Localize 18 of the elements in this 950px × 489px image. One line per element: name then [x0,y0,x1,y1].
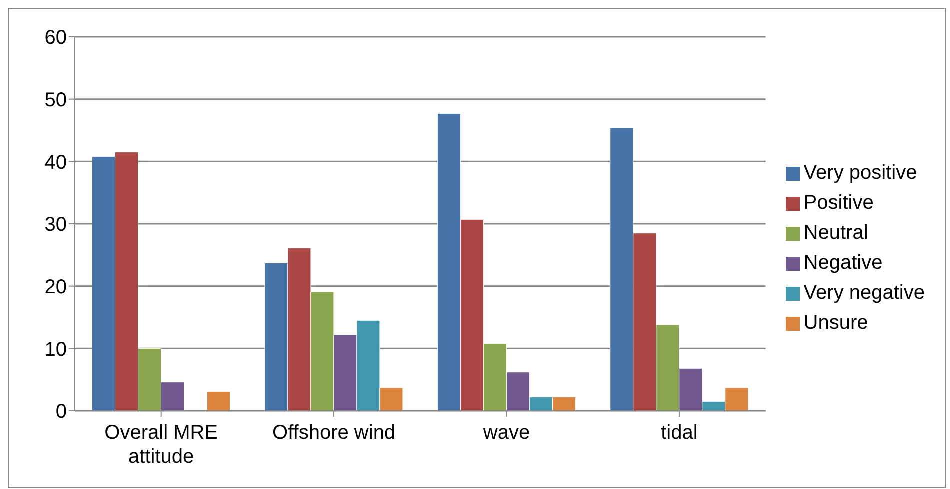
y-tick-label: 50 [44,89,67,112]
y-tick-label: 60 [44,27,67,50]
legend-label: Neutral [804,222,868,244]
legend-label: Very positive [804,162,918,184]
y-tick-label: 20 [44,276,67,298]
legend-label: Very negative [804,282,925,304]
legend-label: Unsure [804,312,868,334]
y-tick-label: 30 [44,214,67,236]
bar [207,391,231,411]
legend-label: Negative [804,252,883,274]
x-tick-label: Offshore wind [272,422,396,444]
x-tick-label: wave [482,422,530,444]
x-tick-label: tidal [661,422,698,444]
legend-label: Positive [804,192,874,214]
y-tick-label: 10 [44,338,67,361]
x-tick-label: Overall MRE attitude [104,422,218,468]
y-tick-label: 0 [56,401,67,424]
y-tick-label: 40 [44,152,67,174]
